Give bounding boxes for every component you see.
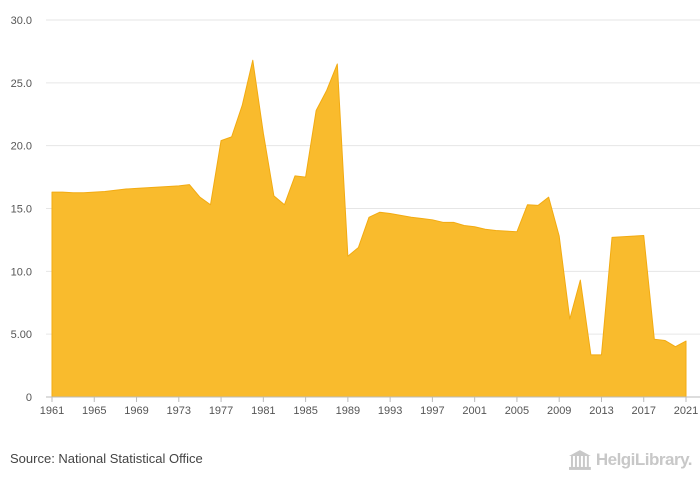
data-point-2021[interactable] [683,338,689,344]
data-point-1996[interactable] [419,216,425,222]
data-point-2015[interactable] [620,234,626,240]
x-tick-label-1981: 1981 [251,405,275,417]
x-tick-label-1965: 1965 [82,405,106,417]
data-point-1998[interactable] [440,219,446,225]
y-tick-label-2: 10.0 [11,266,32,278]
data-point-2009[interactable] [556,233,562,239]
data-point-2013[interactable] [598,352,604,358]
data-point-1965[interactable] [91,189,97,195]
data-point-1977[interactable] [218,138,224,144]
y-tick-label-5: 25.0 [11,78,32,90]
data-point-2014[interactable] [609,234,615,240]
data-point-2019[interactable] [662,337,668,343]
data-point-2006[interactable] [525,202,531,208]
data-point-2005[interactable] [514,229,520,235]
data-point-2016[interactable] [630,233,636,239]
x-tick-labels: 1961 1965 1969 1973 1977 1981 1985 1989 1993 1997… [40,397,698,417]
data-point-1969[interactable] [134,185,140,191]
x-tick-label-2013: 2013 [589,405,613,417]
data-point-1990[interactable] [355,244,361,250]
x-tick-label-1993: 1993 [378,405,402,417]
data-point-1963[interactable] [70,190,76,196]
x-tick-label-2021: 2021 [674,405,698,417]
data-point-1992[interactable] [377,209,383,215]
x-tick-label-2009: 2009 [547,405,571,417]
data-point-1995[interactable] [408,214,414,220]
y-tick-label-1: 5.00 [11,329,32,341]
x-tick-label-2001: 2001 [462,405,486,417]
y-tick-label-4: 20.0 [11,141,32,153]
x-tick-label-1973: 1973 [167,405,191,417]
data-point-1980[interactable] [250,57,256,63]
data-point-2000[interactable] [461,222,467,228]
helgi-library-logo[interactable]: HelgiLibrary. [568,448,693,472]
data-point-1986[interactable] [313,107,319,113]
data-point-1978[interactable] [229,134,235,140]
data-point-1994[interactable] [398,212,404,218]
data-point-1979[interactable] [239,102,245,108]
x-tick-label-1969: 1969 [124,405,148,417]
data-point-1964[interactable] [81,190,87,196]
data-point-2017[interactable] [641,233,647,239]
area-series [49,57,689,398]
logo-text: HelgiLibrary. [595,450,693,469]
data-point-2018[interactable] [651,336,657,342]
x-tick-label-1977: 1977 [209,405,233,417]
data-point-1981[interactable] [260,130,266,136]
x-tick-label-2005: 2005 [505,405,529,417]
data-point-1966[interactable] [102,189,108,195]
data-point-1999[interactable] [451,219,457,225]
y-tick-label-6: 30.0 [11,15,32,27]
data-point-2007[interactable] [535,202,541,208]
data-point-1976[interactable] [208,202,214,208]
data-point-1973[interactable] [176,183,182,189]
data-point-1983[interactable] [281,202,287,208]
data-point-1984[interactable] [292,173,298,179]
data-point-1975[interactable] [197,194,203,200]
data-point-1962[interactable] [60,189,66,195]
data-point-1972[interactable] [165,184,171,190]
data-point-1997[interactable] [429,217,435,223]
x-tick-label-2017: 2017 [631,405,655,417]
data-point-2003[interactable] [493,227,499,233]
data-point-2010[interactable] [567,316,573,322]
data-point-1985[interactable] [303,174,309,180]
data-point-1971[interactable] [155,184,161,190]
y-tick-label-3: 15.0 [11,204,32,216]
data-point-1988[interactable] [334,61,340,67]
data-point-1970[interactable] [144,185,150,191]
x-tick-label-1989: 1989 [336,405,360,417]
y-tick-labels: 0 5.00 10.0 15.0 20.0 25.0 30.0 [11,15,32,404]
source-caption: Source: National Statistical Office [10,451,203,466]
library-building-icon [568,450,591,470]
data-point-2020[interactable] [672,344,678,350]
data-point-1961[interactable] [49,189,55,195]
y-tick-label-0: 0 [26,392,32,404]
data-point-1993[interactable] [387,211,393,217]
x-tick-label-1985: 1985 [293,405,317,417]
x-tick-label-1997: 1997 [420,405,444,417]
data-point-2002[interactable] [482,226,488,232]
data-point-2001[interactable] [472,224,478,230]
data-point-2008[interactable] [546,194,552,200]
data-point-1982[interactable] [271,193,277,199]
area-fill [51,59,687,398]
data-point-1991[interactable] [366,214,372,220]
data-point-1968[interactable] [123,186,129,192]
data-point-1967[interactable] [112,187,118,193]
data-point-2011[interactable] [577,277,583,283]
data-point-1974[interactable] [186,182,192,188]
x-tick-label-1961: 1961 [40,405,64,417]
data-point-1987[interactable] [324,87,330,93]
data-point-1989[interactable] [345,253,351,259]
data-point-2012[interactable] [588,352,594,358]
data-point-2004[interactable] [503,228,509,234]
